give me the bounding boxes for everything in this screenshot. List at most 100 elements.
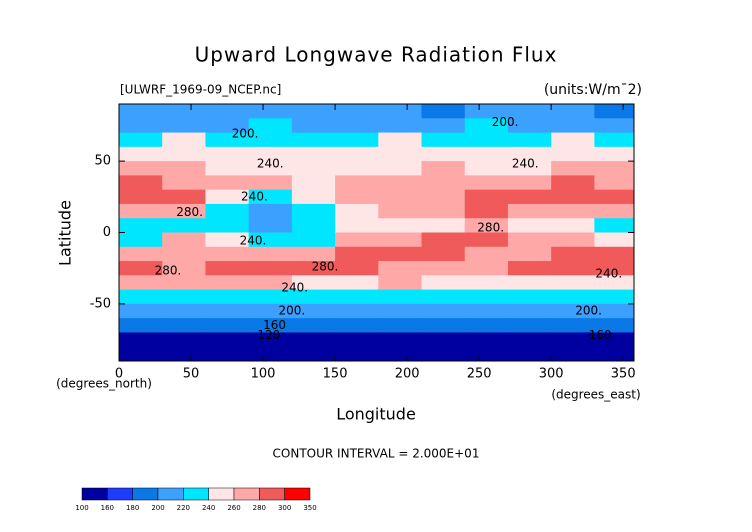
field-cell [507, 175, 552, 191]
field-cell [335, 132, 379, 148]
field-cell [162, 289, 206, 305]
field-cell [551, 218, 595, 233]
colorbar-label: 180 [126, 504, 139, 512]
field-cell [421, 146, 466, 162]
field-cell [464, 132, 509, 148]
field-cell [291, 275, 336, 291]
field-cell [551, 232, 595, 248]
field-cell [335, 303, 379, 319]
field-cell [205, 175, 250, 191]
field-cell [507, 132, 552, 148]
field-cell [119, 261, 163, 276]
contour-label: 240. [595, 266, 622, 280]
field-cell [594, 161, 634, 176]
field-cell [594, 203, 634, 219]
field-cell [421, 218, 466, 233]
y-axis-label: Latitude [56, 200, 75, 266]
field-cell [205, 218, 250, 233]
field-cell [205, 289, 250, 305]
field-cell [205, 203, 250, 219]
field-cell [205, 118, 250, 134]
field-cell [162, 332, 206, 348]
field-cell [594, 318, 634, 333]
field-cell [551, 346, 595, 361]
field-cell [291, 332, 336, 348]
field-cell [507, 189, 552, 205]
field-cell [205, 318, 250, 333]
contour-label: 200. [279, 304, 306, 318]
contour-label: 240. [281, 281, 308, 295]
colorbar-label: 160 [101, 504, 114, 512]
field-cell [335, 261, 379, 276]
contour-label: 240. [257, 156, 284, 170]
field-cell [119, 289, 163, 305]
field-cell [248, 146, 293, 162]
field-cell [464, 289, 509, 305]
x-unit: (degrees_east) [551, 388, 640, 402]
field-cell [551, 332, 595, 348]
field-cell [551, 261, 595, 276]
field-cell [594, 275, 634, 291]
field-cell [464, 346, 509, 361]
field-cell [248, 275, 293, 291]
field-cell [594, 146, 634, 162]
field-cell [464, 318, 509, 333]
field-cell [378, 203, 423, 219]
field-cell [421, 132, 466, 148]
colorbar-label: 260 [227, 504, 240, 512]
field-cell [248, 232, 293, 248]
contour-label: 120 [257, 328, 280, 342]
field-cell [464, 118, 509, 134]
field-cell [119, 346, 163, 361]
field-cell [378, 175, 423, 191]
field-cell [119, 146, 163, 162]
contour-label: 200. [232, 126, 259, 140]
contour-label: 240. [512, 156, 539, 170]
field-cell [421, 318, 466, 333]
field-cell [464, 275, 509, 291]
x-tick-label: 300 [539, 367, 564, 382]
field-cell [551, 303, 595, 319]
field-cell [335, 346, 379, 361]
contour-label: 200. [575, 304, 602, 318]
field-cell [464, 146, 509, 162]
field-cell [551, 289, 595, 305]
contour-interval: CONTOUR INTERVAL = 2.000E+01 [273, 447, 480, 461]
field-cell [119, 132, 163, 148]
y-tick-label: -50 [90, 296, 111, 311]
field-cell [378, 346, 423, 361]
field-cell [594, 175, 634, 191]
field-cell [205, 332, 250, 348]
field-cell [291, 303, 336, 319]
colorbar-label: 350 [303, 504, 316, 512]
field-cell [248, 261, 293, 276]
colorbar-box [157, 487, 184, 501]
field-cell [507, 118, 552, 134]
field-cell [464, 189, 509, 205]
field-cell [507, 303, 552, 319]
contour-label: 200. [492, 115, 519, 129]
field-cell [594, 132, 634, 148]
overlay: 200. 240. 200. 240. 240. 280. 240. 280. 280. 280.… [75, 103, 636, 512]
field-cell [464, 218, 509, 233]
field-cell [335, 203, 379, 219]
field-cell [378, 161, 423, 176]
chart-title: Upward Longwave Radiation Flux [195, 43, 558, 67]
field-cell [119, 104, 163, 119]
field-cell [551, 189, 595, 205]
field-cell [335, 218, 379, 233]
field-cell [291, 175, 336, 191]
units: (units:W/m¯2) [544, 82, 642, 98]
colorbar-label: 100 [75, 504, 88, 512]
field-cell [248, 189, 293, 205]
field-cell [162, 218, 206, 233]
field-cell [594, 232, 634, 248]
contour-label: 280. [477, 221, 504, 235]
field-cell [162, 146, 206, 162]
field-cell [464, 261, 509, 276]
field-cell [507, 218, 552, 233]
field-cell [119, 332, 163, 348]
field-cell [507, 289, 552, 305]
y-unit: (degrees_north) [56, 377, 152, 391]
field-cell [119, 161, 163, 176]
